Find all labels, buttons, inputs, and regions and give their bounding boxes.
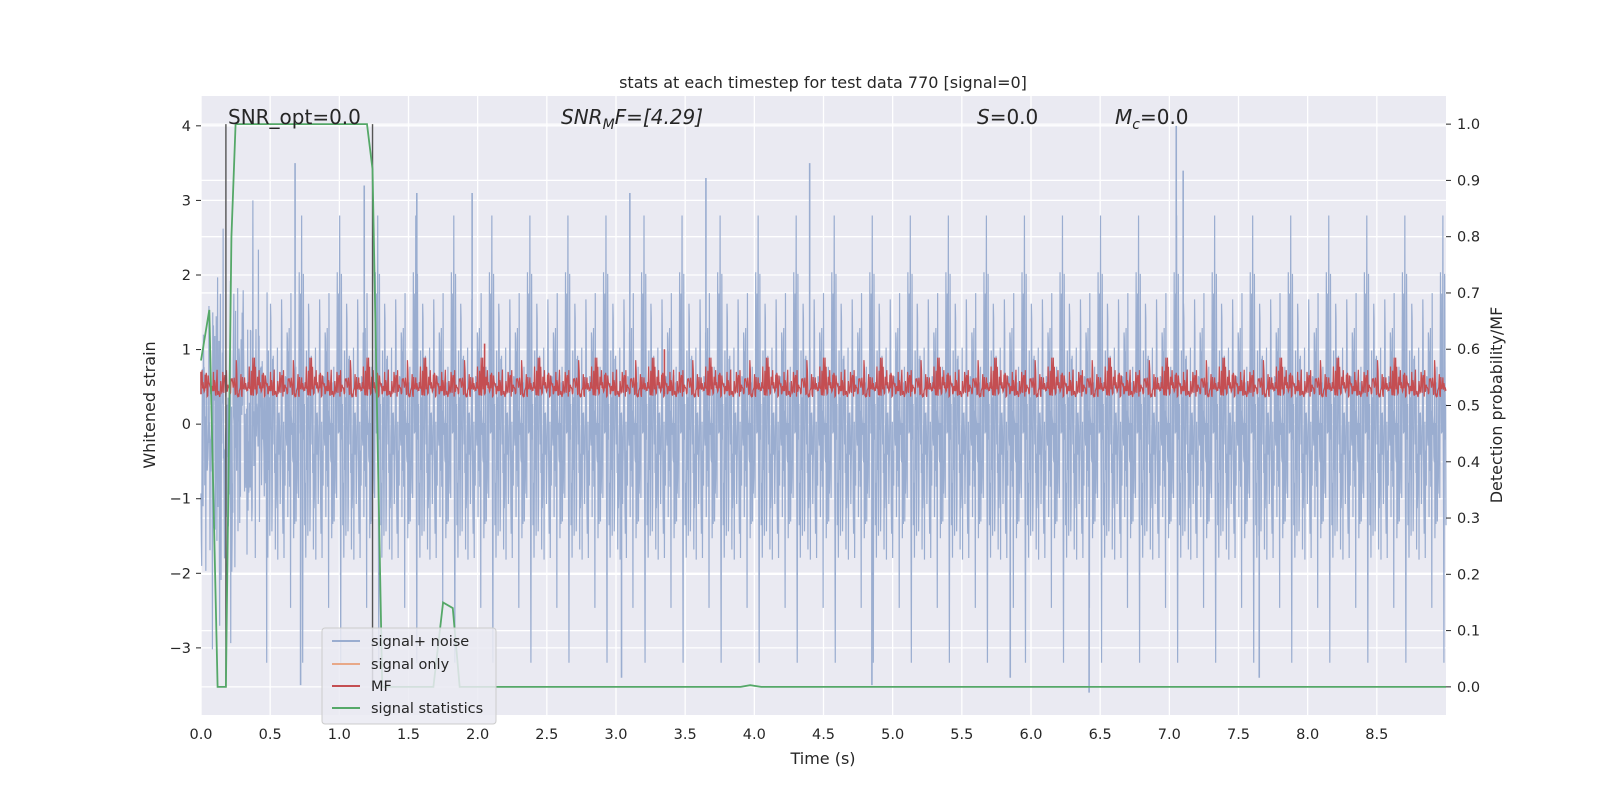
x-tick-label: 0.5 (259, 727, 282, 743)
x-tick-label: 2.5 (535, 727, 558, 743)
x-tick-label: 4.5 (812, 727, 835, 743)
y-tick-label: 1 (182, 343, 191, 359)
annotation-s: S=0.0 (977, 105, 1038, 129)
vertical-markers (225, 124, 374, 687)
y-tick-label: −2 (170, 566, 191, 582)
y2-tick-label: 1.0 (1457, 117, 1480, 133)
series-mf (200, 343, 1447, 399)
y2-tick-label: 0.3 (1457, 511, 1480, 527)
y2-tick-label: 0.0 (1457, 680, 1480, 696)
y-tick-label: −3 (170, 641, 191, 657)
legend-box (321, 627, 497, 725)
y2-axis-ticks: 1.0 0.9 0.8 0.7 0.6 0.5 0.4 0.3 0.2 0.1 0.0 (1446, 117, 1480, 696)
s-var: S (977, 105, 990, 129)
y2-tick-label: 0.1 (1457, 624, 1480, 640)
y2-tick-label: 0.2 (1457, 567, 1480, 583)
mc-val: =0.0 (1140, 105, 1189, 129)
annotation-mc: Mc=0.0 (1115, 105, 1189, 133)
mf-line (200, 357, 1447, 399)
x-tick-label: 8.0 (1296, 727, 1319, 743)
x-tick-label: 3.0 (604, 727, 627, 743)
y2-tick-label: 0.7 (1457, 286, 1480, 302)
y2-tick-label: 0.4 (1457, 455, 1480, 471)
s-val: =0.0 (990, 105, 1039, 129)
y-tick-label: 2 (182, 268, 191, 284)
annotation-snr-mf: SNRMF=[4.29] (561, 105, 703, 133)
y2-tick-label: 0.6 (1457, 342, 1480, 358)
signal-noise-line (200, 200, 1447, 663)
x-tick-label: 0.0 (189, 727, 212, 743)
y2-tick-label: 0.9 (1457, 173, 1480, 189)
x-tick-label: 3.5 (674, 727, 697, 743)
legend-label-signal-only: signal only (371, 657, 450, 673)
y-tick-label: 0 (182, 417, 191, 433)
x-tick-label: 4.0 (743, 727, 766, 743)
x-tick-label: 2.0 (466, 727, 489, 743)
x-tick-label: 7.5 (1227, 727, 1250, 743)
y2-tick-label: 0.5 (1457, 399, 1480, 415)
x-axis-ticks: 0.0 0.5 1.0 1.5 2.0 2.5 3.0 3.5 4.0 4.5 5.0 5.5 6.0 6… (189, 727, 1388, 743)
series-signal-noise (200, 125, 1447, 693)
x-axis-label: Time (s) (789, 749, 855, 768)
y2-axis-label: Detection probability/MF (1487, 307, 1506, 504)
x-tick-label: 7.0 (1158, 727, 1181, 743)
legend-label-noise: signal+ noise (371, 634, 469, 650)
x-tick-label: 1.0 (328, 727, 351, 743)
legend: signal+ noise signal only MF signal stat… (321, 627, 497, 725)
snr-mf-sub: M (603, 117, 615, 133)
annotation-snr-opt: SNR_opt=0.0 (228, 105, 361, 129)
mc-sub: c (1132, 117, 1140, 133)
y-tick-label: 4 (182, 119, 191, 135)
chart-title: stats at each timestep for test data 770… (619, 73, 1027, 92)
plot-area (200, 123, 1447, 693)
y-tick-label: −1 (170, 492, 191, 508)
x-tick-label: 5.5 (950, 727, 973, 743)
legend-label-mf: MF (371, 679, 392, 695)
x-tick-label: 6.0 (1019, 727, 1042, 743)
y2-tick-label: 0.8 (1457, 230, 1480, 246)
x-tick-label: 1.5 (397, 727, 420, 743)
y-tick-label: 3 (182, 193, 191, 209)
y-axis-ticks: 4 3 2 1 0 −1 −2 −3 (170, 119, 201, 657)
mc-base: M (1115, 105, 1132, 129)
x-tick-label: 5.0 (881, 727, 904, 743)
snr-mf-base: SNR (561, 105, 603, 129)
y-axis-label: Whitened strain (140, 341, 159, 468)
legend-label-signal-statistics: signal statistics (371, 701, 483, 717)
x-tick-label: 8.5 (1365, 727, 1388, 743)
snr-mf-rest: F=[4.29] (615, 105, 703, 129)
x-tick-label: 6.5 (1089, 727, 1112, 743)
